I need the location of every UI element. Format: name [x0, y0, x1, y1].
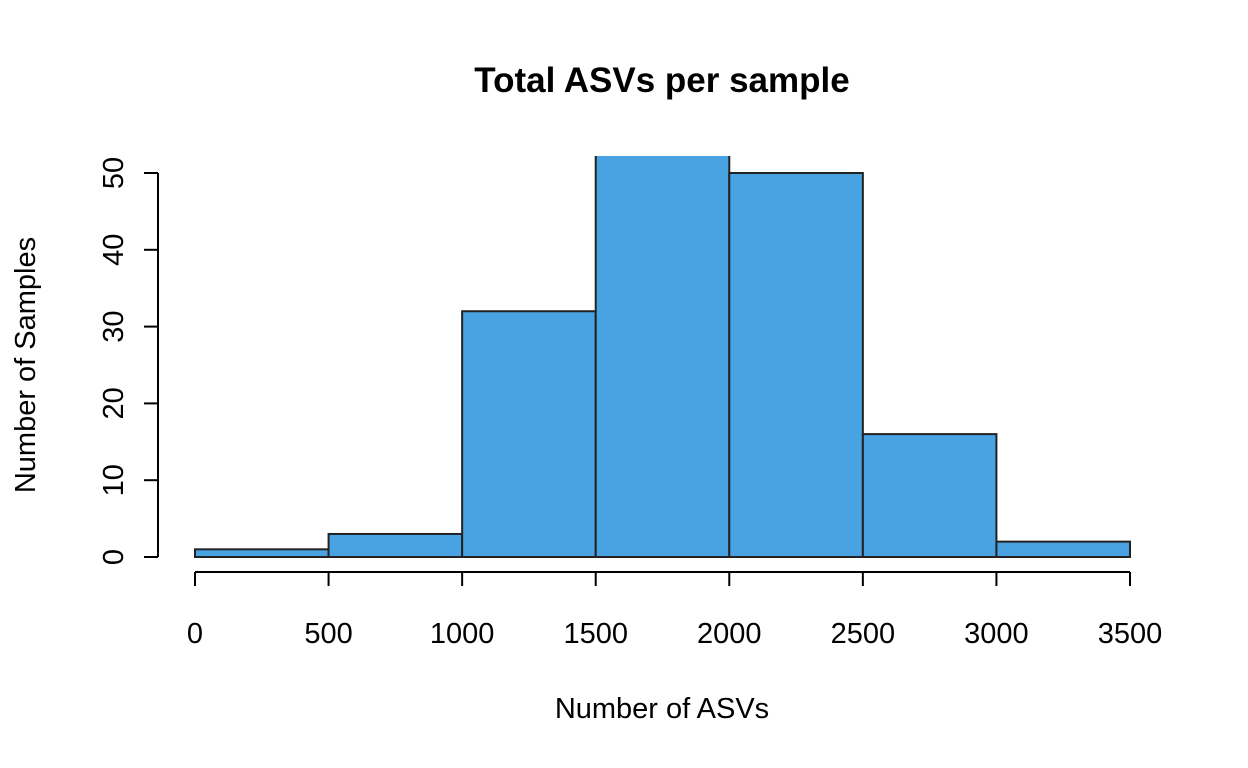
y-tick-label-3: 30 [98, 310, 130, 342]
x-tick-label-0: 0 [187, 618, 203, 650]
bars-group [194, 156, 1132, 559]
histogram-bar-2 [461, 310, 597, 558]
x-tick-label-4: 2000 [697, 618, 762, 650]
y-tick-label-4: 40 [98, 234, 130, 266]
x-tick-label-2: 1000 [430, 618, 495, 650]
histogram-bar-5 [861, 433, 998, 558]
histogram-bar-1 [327, 532, 464, 559]
x-tick-label-6: 3000 [964, 618, 1029, 650]
y-tick-label-0: 0 [98, 549, 130, 565]
histogram-bar-3 [594, 156, 731, 558]
y-axis-label: Number of Samples [10, 237, 42, 493]
histogram-bar-6 [995, 540, 1132, 559]
chart-title: Total ASVs per sample [474, 61, 849, 100]
y-axis: 0 10 20 30 40 50 [98, 157, 159, 565]
x-tick-label-3: 1500 [563, 618, 628, 650]
histogram-bar-0 [194, 548, 330, 559]
x-tick-label-7: 3500 [1098, 618, 1163, 650]
x-tick-label-5: 2500 [831, 618, 896, 650]
y-tick-label-2: 20 [98, 387, 130, 419]
x-axis-label: Number of ASVs [555, 693, 769, 725]
y-tick-label-5: 50 [98, 157, 130, 189]
x-tick-label-1: 500 [304, 618, 352, 650]
histogram-bar-4 [728, 172, 864, 558]
x-axis: 0 500 1000 1500 2000 2500 3000 3500 [187, 571, 1163, 650]
y-tick-label-1: 10 [98, 464, 130, 496]
